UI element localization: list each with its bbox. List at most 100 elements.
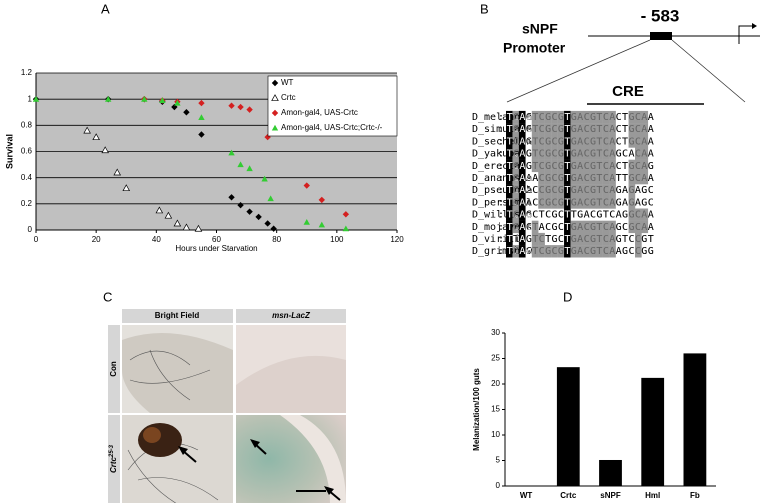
promoter-diagram: sNPF Promoter - 583 CRE (503, 6, 760, 105)
conservation-shade (589, 184, 597, 197)
conservation-shade (583, 159, 591, 173)
legend (267, 75, 398, 137)
conservation-shade (506, 220, 513, 234)
position-label: - 583 (641, 6, 680, 25)
sequence: TCAACCGCGTGACGTCAGAGAGC (507, 197, 654, 208)
conservation-shade (544, 171, 552, 185)
conservation-shade (518, 159, 526, 173)
conservation-shade (635, 208, 642, 221)
separator: : (498, 246, 504, 257)
conservation-shade (589, 232, 597, 246)
conservation-shade (609, 159, 616, 173)
point (246, 208, 253, 215)
conservation-shade (628, 135, 636, 148)
conservation-shade (589, 147, 597, 160)
row-header: Con (109, 361, 118, 377)
species-name: D_willisto (472, 210, 532, 221)
conservation-shade (551, 159, 558, 173)
point (182, 223, 191, 231)
point (318, 221, 325, 228)
species-name: D_simulans (472, 124, 532, 135)
conservation-shade (602, 220, 610, 234)
conservation-shade (570, 110, 578, 124)
conservation-shade (596, 110, 603, 124)
point (183, 109, 190, 116)
conservation-shade (557, 245, 565, 258)
x-tick-label: 80 (272, 235, 281, 244)
y-tick-label: 20 (491, 379, 500, 388)
conservation-shade (589, 123, 597, 136)
conservation-shade (570, 123, 578, 136)
point (171, 103, 178, 111)
conservation-shade (583, 171, 591, 185)
conservation-shade (576, 110, 584, 124)
melanization (138, 423, 182, 457)
conservation-shade (570, 220, 578, 234)
conservation-shade (518, 110, 526, 124)
x-tick-label: Fb (690, 491, 700, 500)
species-name: D_mojavens (472, 222, 532, 233)
conservation-shade (564, 123, 571, 136)
conservation-shade (576, 123, 584, 136)
conservation-shade (602, 171, 610, 185)
conservation-shade (506, 196, 513, 209)
panel-label: B (480, 1, 489, 16)
conservation-shade (506, 184, 513, 197)
conservation-shade (538, 123, 545, 136)
conservation-shade (583, 184, 591, 197)
separator: : (498, 173, 504, 184)
conservation-shade (557, 196, 565, 209)
x-tick-label: 0 (34, 235, 39, 244)
y-tick-label: 25 (491, 354, 500, 363)
conservation-shade (641, 171, 649, 185)
conservation-shade (512, 135, 520, 148)
melanization (143, 427, 161, 443)
conservation-shade (635, 135, 642, 148)
conservation-shade (564, 220, 571, 234)
bar (599, 459, 622, 486)
conservation-shade (570, 196, 578, 209)
conservation-shade (544, 123, 552, 136)
conservation-shade (551, 135, 558, 148)
point (264, 220, 271, 227)
conservation-shade (589, 135, 597, 148)
point (246, 165, 253, 172)
separator: : (498, 112, 504, 123)
legend-label: WT (281, 78, 294, 87)
conservation-shade (570, 147, 578, 160)
y-tick-label: 10 (491, 430, 500, 439)
legend-label: Amon-gal4, UAS-Crtc;Crtc-/- (281, 123, 383, 132)
point (101, 146, 109, 154)
conservation-shade (576, 159, 584, 173)
conservation-shade (518, 135, 526, 148)
conservation-shade (589, 171, 597, 185)
separator: : (498, 234, 504, 245)
conservation-shade (602, 184, 610, 197)
conservation-shade (551, 171, 558, 185)
species-name: D_persimil (472, 197, 532, 208)
zoom-line (506, 39, 651, 103)
tss (738, 25, 752, 44)
y-tick-label: 30 (491, 328, 500, 337)
sequence: TCAGTCGCGTGACGTCACTGCAA (507, 112, 654, 123)
conservation-shade (583, 196, 591, 209)
image (122, 415, 233, 503)
sequence: TCAAACGCGTGACGTCATTGCAA (507, 173, 654, 184)
conservation-shade (551, 110, 558, 124)
conservation-shade (628, 123, 636, 136)
sequence: TCAGTCGCGTGACGTCACTGCAA (507, 136, 654, 147)
conservation-shade (641, 208, 649, 221)
conservation-shade (557, 123, 565, 136)
point (173, 219, 182, 227)
conservation-shade (518, 245, 526, 258)
conservation-shade (628, 159, 636, 173)
conservation-shade (576, 184, 584, 197)
separator: : (498, 161, 504, 172)
separator: : (498, 124, 504, 135)
y-tick-label: 15 (491, 405, 500, 414)
point (105, 95, 112, 102)
panel-label: D (563, 289, 572, 304)
species-name: D_virilis (472, 234, 526, 245)
column-header-bg (122, 309, 233, 323)
